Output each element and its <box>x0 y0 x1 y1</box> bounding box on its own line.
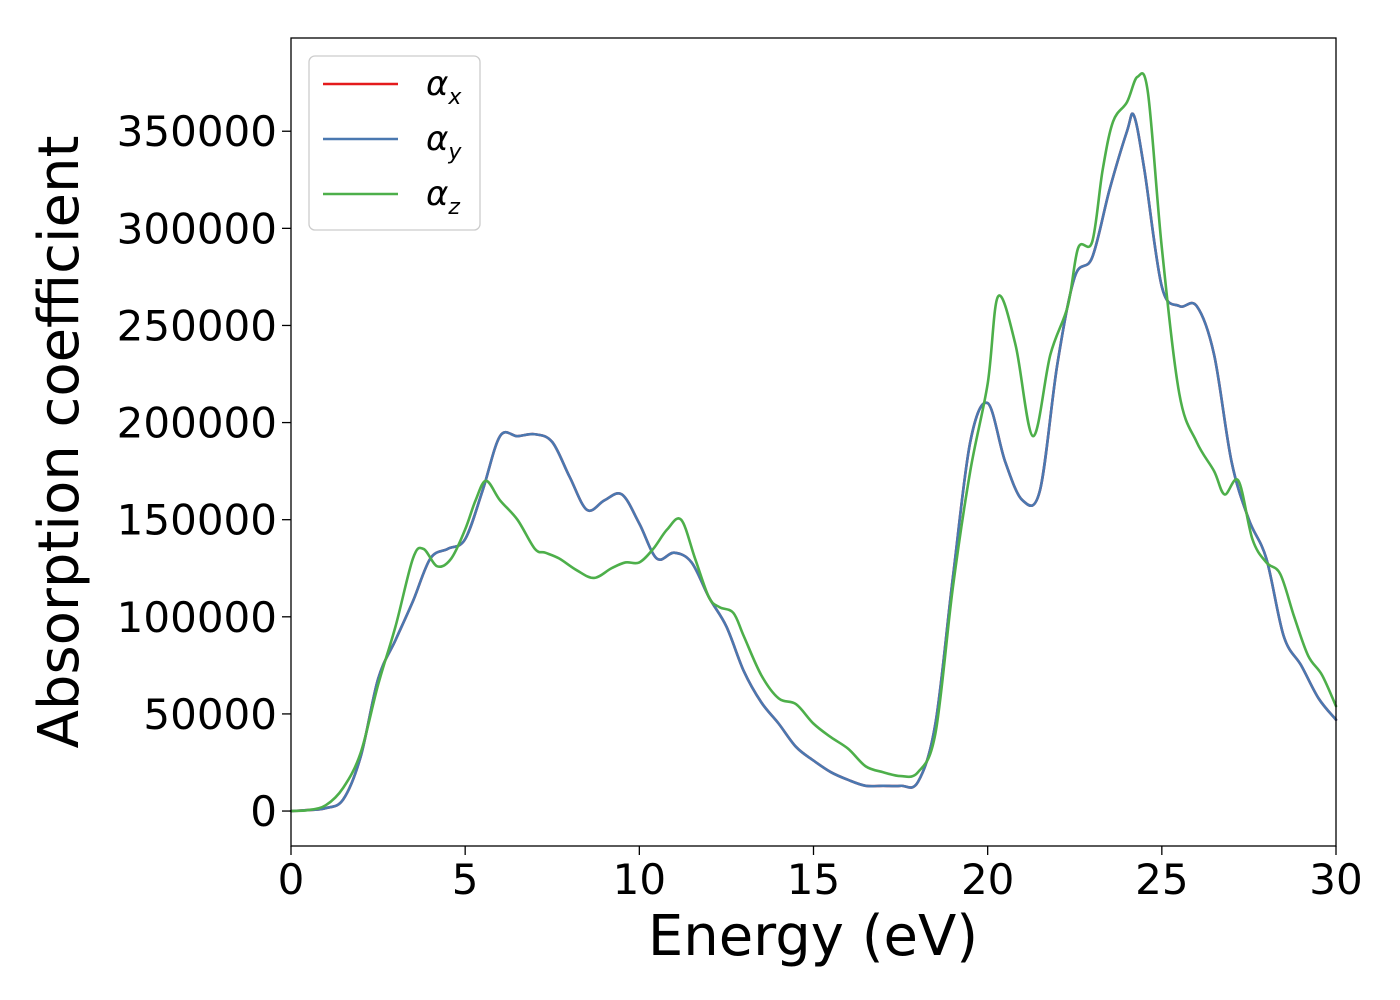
y-tick-label: 50000 <box>143 690 277 739</box>
x-tick-label: 20 <box>961 855 1014 904</box>
x-tick-label: 30 <box>1309 855 1362 904</box>
y-tick-label: 350000 <box>117 107 277 156</box>
x-tick-label: 25 <box>1135 855 1188 904</box>
y-tick-label: 300000 <box>117 204 277 253</box>
x-axis: 0 5 10 15 20 25 30 <box>278 846 1363 904</box>
x-axis-label: Energy (eV) <box>648 904 978 969</box>
y-tick-label: 250000 <box>117 301 277 350</box>
y-tick-label: 150000 <box>117 496 277 545</box>
series-line-z <box>289 72 1338 813</box>
x-tick-label: 10 <box>613 855 666 904</box>
series-layer <box>289 72 1338 813</box>
y-axis: 0 50000 100000 150000 200000 250000 300000 3500… <box>117 107 291 836</box>
y-tick-label: 100000 <box>117 593 277 642</box>
series-line-y <box>289 112 1338 813</box>
x-tick-label: 5 <box>452 855 479 904</box>
legend-label-y: αy <box>426 119 462 165</box>
legend-box <box>308 55 481 231</box>
x-tick-label: 0 <box>278 855 305 904</box>
y-tick-label: 0 <box>250 787 277 836</box>
x-tick-label: 15 <box>787 855 840 904</box>
y-axis-label: Absorption coefficient <box>27 136 92 749</box>
y-tick-label: 200000 <box>117 399 277 448</box>
